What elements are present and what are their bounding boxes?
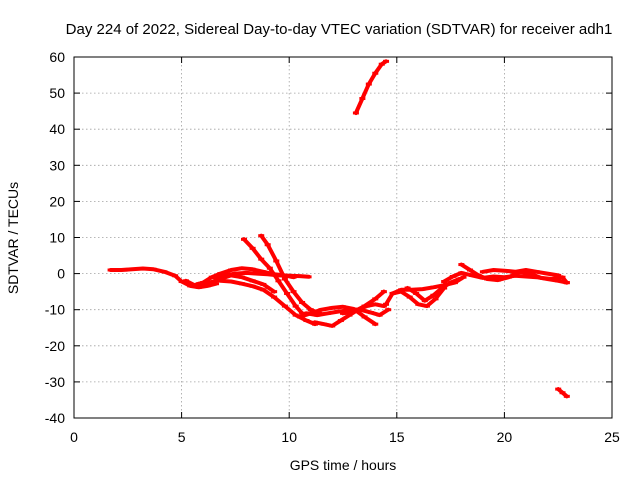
series-trace-18 <box>479 268 562 278</box>
y-axis-label: SDTVAR / TECUs <box>5 182 21 294</box>
x-tick-label: 15 <box>389 429 405 445</box>
grid <box>74 57 612 418</box>
x-tick-label: 20 <box>497 429 513 445</box>
series-trace-5 <box>195 273 278 294</box>
x-tick-label: 5 <box>178 429 186 445</box>
y-tick-label: -40 <box>45 410 65 426</box>
x-tick-label: 25 <box>604 429 620 445</box>
series-trace-11 <box>340 289 387 316</box>
series-trace-12 <box>352 59 390 115</box>
series-trace-14 <box>389 286 448 309</box>
x-axis-label: GPS time / hours <box>290 457 397 473</box>
series-trace-9 <box>312 302 387 328</box>
y-tick-label: -10 <box>45 302 65 318</box>
data-series <box>107 59 570 399</box>
x-tick-label: 10 <box>281 429 297 445</box>
y-tick-label: 50 <box>49 85 65 101</box>
series-trace-1 <box>107 266 220 290</box>
y-tick-label: -30 <box>45 374 65 390</box>
series-trace-17 <box>458 262 570 285</box>
series-trace-10 <box>296 304 379 327</box>
series-line <box>353 59 388 115</box>
series-trace-6 <box>241 237 306 316</box>
x-tick-label: 0 <box>70 429 78 445</box>
plot-frame <box>73 56 613 419</box>
y-tick-label: 60 <box>49 49 65 65</box>
chart-title: Day 224 of 2022, Sidereal Day-to-day VTE… <box>66 21 613 38</box>
y-tick-label: 30 <box>49 157 65 173</box>
y-tick-label: 40 <box>49 121 65 137</box>
axis-ticks: 0 5 10 15 20 25 -40 -30 -20 -10 0 10 20 30 40 50 60 <box>45 49 620 445</box>
y-tick-label: 10 <box>49 230 65 246</box>
series-trace-15 <box>404 277 463 303</box>
y-tick-label: 0 <box>57 266 65 282</box>
y-tick-label: -20 <box>45 338 65 354</box>
y-tick-label: 20 <box>49 193 65 209</box>
series-trace-19 <box>555 387 570 399</box>
series-line <box>242 237 305 316</box>
